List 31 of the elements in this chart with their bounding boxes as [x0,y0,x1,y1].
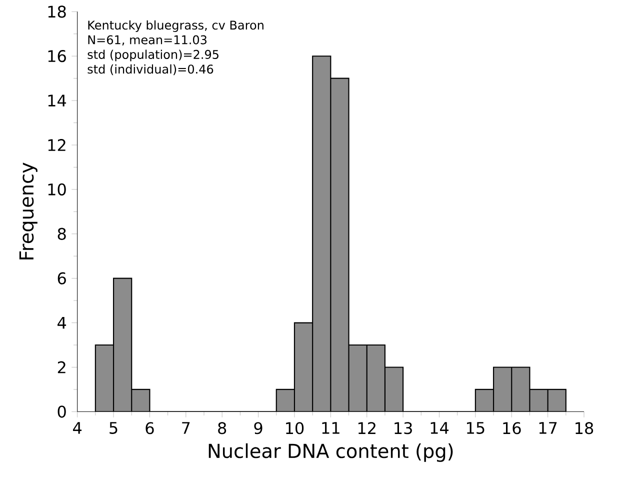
x-tick-label: 5 [110,422,118,434]
y-tick-label: 4 [58,316,66,329]
x-tick-label: 13 [394,422,412,434]
x-tick-label: 8 [218,422,226,434]
y-tick-label: 14 [48,94,66,106]
x-tick-label: 7 [182,422,190,434]
annotation: N=61, mean=11.03 [88,35,206,46]
x-tick-label: 16 [503,422,521,434]
y-tick-label: 12 [48,139,66,151]
y-tick-label: 6 [58,272,66,284]
x-tick-label: 17 [539,422,557,434]
x-axis-title: Nuclear DNA content (pg) [208,443,453,462]
x-tick-label: 15 [467,422,484,434]
x-tick-label: 4 [73,422,82,434]
x-tick-label: 14 [430,422,449,434]
annotation: std (individual)=0.46 [88,64,214,76]
annotation: std (population)=2.95 [88,50,218,62]
x-tick-label: 9 [254,422,262,434]
y-tick-label: 10 [48,183,66,196]
x-tick-label: 10 [286,422,304,434]
x-tick-label: 11 [322,422,340,434]
x-tick-label: 6 [146,422,154,434]
x-tick-label: 18 [576,422,594,434]
y-tick-label: 0 [58,406,66,418]
annotation: Kentucky bluegrass, cv Baron [88,20,264,32]
y-tick-label: 18 [48,6,66,18]
y-tick-label: 8 [58,228,66,240]
y-axis-title: Frequency [19,162,38,260]
x-tick-label: 12 [358,422,376,434]
y-tick-label: 2 [58,361,66,374]
y-tick-label: 16 [48,50,66,62]
